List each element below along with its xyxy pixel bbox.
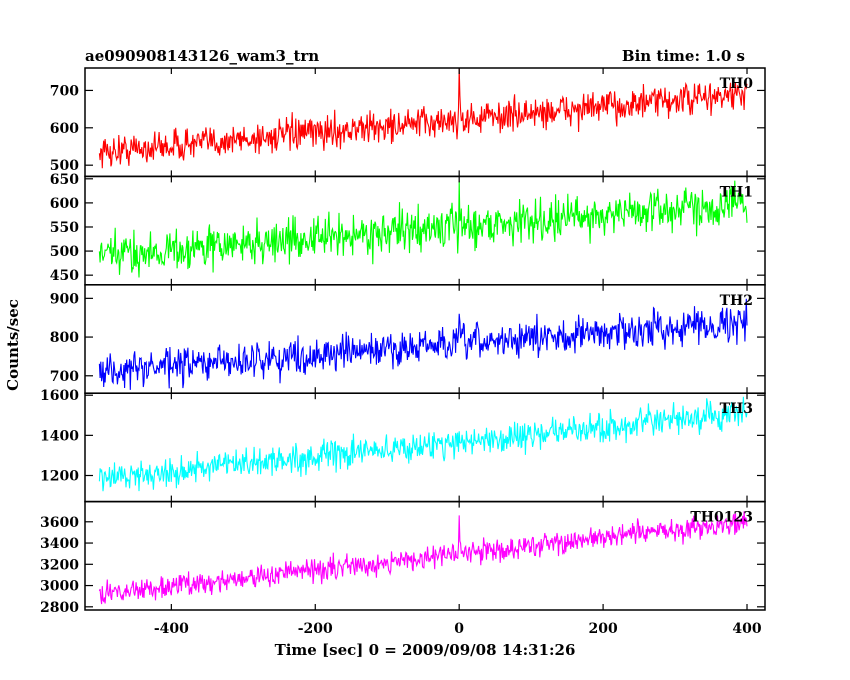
panel-th0: 500 600 700 TH0 xyxy=(50,67,766,178)
y-tick-label: 600 xyxy=(50,196,79,212)
y-tick-label: 500 xyxy=(50,158,79,174)
series-line-th3 xyxy=(98,396,748,492)
panel-label-th0: TH0 xyxy=(720,76,754,92)
y-tick-label: 800 xyxy=(50,330,79,346)
x-tick-label: -400 xyxy=(154,621,189,637)
y-tick-label: 900 xyxy=(50,291,79,307)
y-tick-label: 3400 xyxy=(40,536,79,552)
panel-th1: 450 500 550 600 650 TH1 xyxy=(50,172,766,286)
y-tick-label: 700 xyxy=(50,369,79,385)
panel-label-th2: TH2 xyxy=(720,293,753,309)
x-tick-label: -200 xyxy=(298,621,333,637)
x-tick-label: 200 xyxy=(588,621,617,637)
y-axis-label: Counts/sec xyxy=(4,299,22,391)
x-tick-label: 0 xyxy=(454,621,464,637)
panel-label-th3: TH3 xyxy=(720,401,753,417)
panel-frame xyxy=(84,500,766,611)
panel-label-th1: TH1 xyxy=(720,184,753,200)
y-tick-label: 3600 xyxy=(40,515,79,531)
panel-th3: 1200 1400 1600 TH3 xyxy=(40,388,766,503)
series-line-th0 xyxy=(98,68,748,169)
y-tick-label: 550 xyxy=(50,220,79,236)
x-axis-label: Time [sec] 0 = 2009/09/08 14:31:26 xyxy=(275,641,576,659)
bin-time-label: Bin time: 1.0 s xyxy=(622,47,745,65)
y-tick-label: 450 xyxy=(50,268,79,284)
y-tick-label: 1200 xyxy=(40,469,79,485)
panel-frame xyxy=(84,392,766,503)
x-tick-label: 400 xyxy=(732,621,761,637)
chart-title: ae090908143126_wam3_trn xyxy=(85,47,319,65)
series-line-th2 xyxy=(98,298,748,390)
y-tick-label: 1600 xyxy=(40,388,79,404)
x-axis: -400 -200 0 200 400 xyxy=(154,621,762,637)
panel-label-th0123: TH0123 xyxy=(690,510,753,526)
series-line-th0123 xyxy=(98,511,748,605)
y-tick-label: 650 xyxy=(50,172,79,188)
y-tick-label: 3200 xyxy=(40,557,79,573)
panel-th2: 700 800 900 TH2 xyxy=(50,284,766,394)
y-tick-label: 700 xyxy=(50,83,79,99)
y-tick-label: 2800 xyxy=(40,600,79,616)
panels-group: 500 600 700 TH0 450 500 550 600 650 TH1 700 800 900 T… xyxy=(40,67,766,616)
panel-th0123: 2800 3000 3200 3400 3600 TH0123 xyxy=(40,500,766,616)
y-tick-label: 3000 xyxy=(40,579,79,595)
series-line-th1 xyxy=(98,180,748,278)
y-tick-label: 500 xyxy=(50,244,79,260)
y-tick-label: 600 xyxy=(50,121,79,137)
y-tick-label: 1400 xyxy=(40,428,79,444)
